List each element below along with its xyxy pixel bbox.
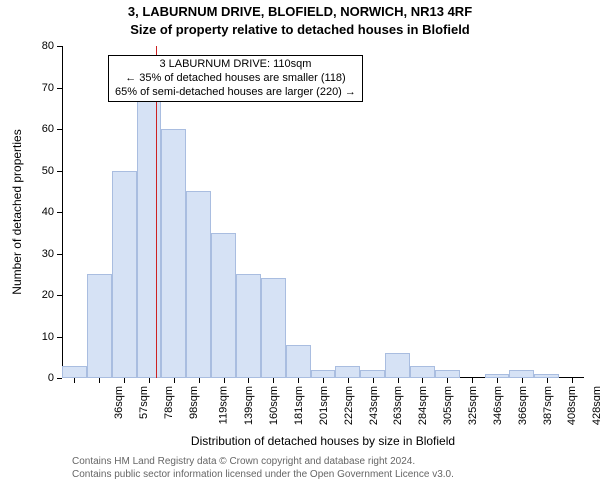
x-tick-label: 119sqm (218, 386, 230, 424)
annotation-line3: 65% of semi-detached houses are larger (… (115, 86, 356, 100)
y-tick (57, 212, 62, 213)
x-tick (124, 378, 125, 383)
y-tick-label: 0 (30, 372, 54, 384)
y-tick (57, 378, 62, 379)
annotation-box: 3 LABURNUM DRIVE: 110sqm ← 35% of detach… (108, 55, 363, 102)
x-tick-label: 78sqm (163, 386, 175, 419)
histogram-bar (410, 366, 435, 378)
histogram-bar (335, 366, 360, 378)
x-tick-label: 284sqm (417, 386, 429, 425)
x-tick-label: 346sqm (492, 386, 504, 425)
y-tick (57, 171, 62, 172)
histogram-bar (311, 370, 336, 378)
x-tick-label: 98sqm (188, 386, 200, 419)
x-tick (74, 378, 75, 383)
x-tick-label: 263sqm (392, 386, 404, 425)
y-tick (57, 46, 62, 47)
x-tick (422, 378, 423, 383)
y-tick-label: 40 (30, 206, 54, 218)
x-tick-label: 36sqm (113, 386, 125, 419)
x-tick (273, 378, 274, 383)
histogram-bar (161, 129, 186, 378)
x-tick (547, 378, 548, 383)
x-tick (248, 378, 249, 383)
y-axis-line (62, 46, 63, 378)
histogram-bar (236, 274, 261, 378)
x-tick (149, 378, 150, 383)
x-tick (348, 378, 349, 383)
x-tick (298, 378, 299, 383)
x-tick (447, 378, 448, 383)
x-tick (99, 378, 100, 383)
page-title-line2: Size of property relative to detached ho… (0, 22, 600, 37)
histogram-bar (435, 370, 460, 378)
x-tick-label: 222sqm (343, 386, 355, 425)
y-tick-label: 10 (30, 331, 54, 343)
y-tick-label: 80 (30, 40, 54, 52)
page-title-line1: 3, LABURNUM DRIVE, BLOFIELD, NORWICH, NR… (0, 4, 600, 19)
y-tick (57, 295, 62, 296)
y-tick-label: 60 (30, 123, 54, 135)
attribution-line2: Contains public sector information licen… (72, 469, 454, 482)
x-tick (373, 378, 374, 383)
histogram-bar (360, 370, 385, 378)
x-tick-label: 243sqm (368, 386, 380, 425)
attribution-text: Contains HM Land Registry data © Crown c… (72, 456, 454, 481)
x-axis-label: Distribution of detached houses by size … (62, 434, 584, 448)
x-tick (398, 378, 399, 383)
annotation-line1: 3 LABURNUM DRIVE: 110sqm (115, 58, 356, 72)
y-tick-label: 70 (30, 82, 54, 94)
y-tick-label: 20 (30, 289, 54, 301)
x-tick-label: 181sqm (293, 386, 305, 425)
histogram-bar (261, 278, 286, 378)
x-tick-label: 160sqm (268, 386, 280, 425)
x-tick-label: 366sqm (517, 386, 529, 425)
attribution-line1: Contains HM Land Registry data © Crown c… (72, 456, 454, 469)
x-tick-label: 201sqm (318, 386, 330, 425)
x-tick-label: 408sqm (566, 386, 578, 425)
y-tick (57, 254, 62, 255)
x-tick (174, 378, 175, 383)
x-tick-label: 387sqm (542, 386, 554, 425)
x-tick-label: 428sqm (591, 386, 600, 425)
x-tick-label: 57sqm (138, 386, 150, 419)
histogram-bar (385, 353, 410, 378)
x-tick (472, 378, 473, 383)
x-tick (497, 378, 498, 383)
x-tick (199, 378, 200, 383)
x-tick (224, 378, 225, 383)
y-tick (57, 337, 62, 338)
x-tick-label: 139sqm (243, 386, 255, 425)
x-tick (522, 378, 523, 383)
histogram-bar (286, 345, 311, 378)
histogram-bar (137, 100, 162, 378)
x-tick (572, 378, 573, 383)
histogram-bar (509, 370, 534, 378)
histogram-bar (186, 191, 211, 378)
histogram-bar (87, 274, 112, 378)
histogram-bar (112, 171, 137, 379)
y-axis-label: Number of detached properties (10, 129, 24, 294)
histogram-bar (62, 366, 87, 378)
histogram-bar (211, 233, 236, 378)
annotation-line2: ← 35% of detached houses are smaller (11… (115, 72, 356, 86)
y-tick (57, 88, 62, 89)
x-tick-label: 325sqm (467, 386, 479, 425)
y-tick-label: 50 (30, 165, 54, 177)
x-tick-label: 305sqm (442, 386, 454, 425)
y-tick-label: 30 (30, 248, 54, 260)
chart-container: 3, LABURNUM DRIVE, BLOFIELD, NORWICH, NR… (0, 0, 600, 500)
x-tick (323, 378, 324, 383)
y-tick (57, 129, 62, 130)
